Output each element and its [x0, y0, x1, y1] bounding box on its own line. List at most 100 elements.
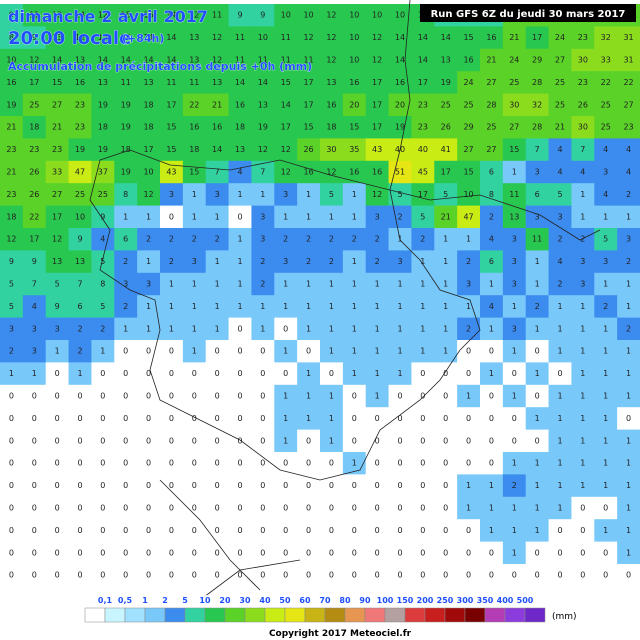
- cell: [594, 496, 618, 520]
- legend-swatch: [384, 607, 406, 623]
- cell-value: 0: [306, 526, 311, 535]
- cell: [617, 183, 640, 207]
- cell-value: 1: [603, 459, 608, 468]
- legend-label: 5: [182, 596, 188, 605]
- cell: [594, 384, 618, 408]
- cell: [205, 295, 230, 319]
- cell: [457, 519, 481, 543]
- legend-label: 0,5: [118, 596, 133, 605]
- cell: [160, 317, 184, 341]
- cell-value: 12: [258, 145, 268, 154]
- cell-value: 4: [32, 302, 37, 311]
- coastline: [89, 159, 481, 481]
- cell: [617, 71, 640, 95]
- cell-value: 1: [535, 504, 540, 513]
- cell-value: 1: [489, 280, 494, 289]
- cell-value: 0: [329, 459, 334, 468]
- cell: [45, 4, 70, 27]
- cell: [548, 317, 572, 341]
- cell-value: 0: [55, 548, 60, 557]
- cell: [502, 519, 527, 543]
- cell-value: 0: [306, 481, 311, 490]
- cell: [251, 4, 275, 27]
- cell: [22, 384, 47, 408]
- cell: [342, 407, 367, 431]
- cell-value: 14: [143, 33, 153, 42]
- cell-value: 1: [603, 324, 608, 333]
- cell-value: 4: [580, 168, 585, 177]
- cell: [91, 407, 115, 431]
- cell-value: 0: [397, 504, 402, 513]
- cell: [297, 519, 321, 543]
- cell: [0, 116, 24, 139]
- cell-value: 17: [441, 168, 451, 177]
- cell-value: 0: [146, 548, 151, 557]
- cell-value: 0: [443, 459, 448, 468]
- cell: [68, 407, 92, 431]
- cell: [0, 228, 24, 251]
- cell: [91, 496, 115, 520]
- cell-value: 15: [166, 123, 176, 132]
- cell-value: 17: [52, 212, 62, 221]
- cell-value: 1: [237, 257, 242, 266]
- cell: [297, 317, 321, 341]
- cell: [434, 93, 458, 117]
- cell-value: 0: [420, 571, 425, 580]
- cell-value: 3: [512, 235, 517, 244]
- cell: [457, 362, 481, 386]
- cell-value: 0: [626, 414, 631, 423]
- cell-value: 0: [32, 459, 37, 468]
- cell: [342, 205, 367, 229]
- cell-value: 21: [6, 168, 16, 177]
- cell: [91, 116, 115, 139]
- cell-value: 5: [420, 212, 425, 221]
- cell-value: 14: [441, 33, 451, 42]
- cell: [342, 384, 367, 408]
- cell: [617, 295, 640, 319]
- cell: [22, 4, 47, 27]
- cell-value: 2: [512, 481, 517, 490]
- cell: [434, 429, 458, 453]
- cell: [160, 138, 184, 162]
- cell: [0, 429, 24, 453]
- cell-value: 10: [303, 11, 313, 20]
- cell-value: 1: [512, 504, 517, 513]
- cell: [434, 452, 458, 475]
- cell-value: 23: [75, 100, 85, 109]
- cell: [388, 519, 412, 543]
- cell: [160, 362, 184, 386]
- cell-value: 0: [77, 459, 82, 468]
- cell-value: 1: [283, 212, 288, 221]
- cell-value: 2: [146, 235, 151, 244]
- cell-value: 17: [29, 235, 39, 244]
- cell: [228, 138, 252, 162]
- cell-value: 22: [189, 100, 199, 109]
- cell: [502, 26, 527, 50]
- cell-value: 0: [77, 414, 82, 423]
- cell: [0, 93, 24, 117]
- cell-value: 3: [580, 280, 585, 289]
- cell: [457, 48, 481, 72]
- cell: [274, 429, 298, 453]
- cell-value: 0: [283, 481, 288, 490]
- cell: [617, 160, 640, 184]
- cell-value: 0: [352, 481, 357, 490]
- cell-value: 0: [283, 324, 288, 333]
- cell: [160, 4, 184, 27]
- cell-value: 1: [580, 414, 585, 423]
- cell: [365, 93, 390, 117]
- cell: [297, 407, 321, 431]
- cell-value: 1: [626, 280, 631, 289]
- cell: [365, 452, 390, 475]
- cell: [228, 116, 252, 139]
- cell: [0, 541, 24, 565]
- legend-label: 20: [219, 596, 231, 605]
- cell: [342, 26, 367, 50]
- cell-value: 0: [32, 392, 37, 401]
- cell: [617, 362, 640, 386]
- cell: [205, 138, 230, 162]
- cell: [251, 317, 275, 341]
- cell-value: 8: [100, 280, 105, 289]
- cell: [365, 340, 390, 363]
